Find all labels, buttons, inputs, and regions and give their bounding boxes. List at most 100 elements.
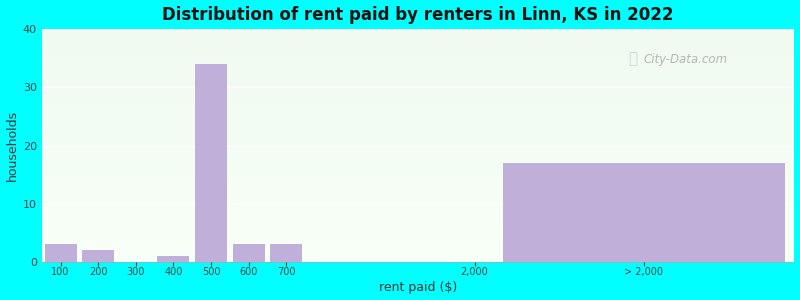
Bar: [42, 140, 794, 141]
Bar: [42, 176, 794, 177]
Bar: [42, 101, 794, 103]
Bar: [42, 111, 794, 112]
Bar: [42, 41, 794, 42]
Bar: [42, 194, 794, 196]
Bar: [42, 243, 794, 244]
Bar: [82, 250, 114, 262]
Bar: [195, 64, 227, 262]
Bar: [42, 158, 794, 159]
Bar: [42, 97, 794, 98]
Bar: [42, 39, 794, 40]
Bar: [42, 182, 794, 183]
Bar: [42, 177, 794, 178]
Bar: [42, 123, 794, 124]
Bar: [42, 115, 794, 116]
Bar: [42, 63, 794, 64]
Bar: [42, 55, 794, 56]
Bar: [42, 212, 794, 213]
Bar: [42, 124, 794, 126]
Bar: [42, 257, 794, 258]
Bar: [42, 200, 794, 201]
Bar: [42, 76, 794, 77]
Bar: [42, 98, 794, 99]
X-axis label: rent paid ($): rent paid ($): [379, 281, 458, 294]
Bar: [42, 187, 794, 188]
Bar: [42, 251, 794, 252]
Bar: [42, 134, 794, 135]
Bar: [42, 108, 794, 110]
Bar: [42, 242, 794, 243]
Bar: [42, 32, 794, 33]
Bar: [42, 256, 794, 257]
Bar: [42, 232, 794, 233]
Bar: [42, 155, 794, 156]
Bar: [42, 201, 794, 202]
Bar: [42, 121, 794, 122]
Bar: [42, 244, 794, 245]
Bar: [42, 230, 794, 232]
Bar: [42, 30, 794, 31]
Bar: [42, 261, 794, 262]
Bar: [42, 168, 794, 169]
Bar: [42, 211, 794, 212]
Bar: [42, 213, 794, 214]
Bar: [42, 46, 794, 47]
Title: Distribution of rent paid by renters in Linn, KS in 2022: Distribution of rent paid by renters in …: [162, 6, 674, 24]
Bar: [42, 75, 794, 76]
Bar: [42, 88, 794, 90]
Bar: [42, 127, 794, 128]
Text: City-Data.com: City-Data.com: [644, 53, 728, 66]
Bar: [42, 165, 794, 166]
Bar: [42, 185, 794, 186]
Bar: [42, 83, 794, 84]
Bar: [42, 126, 794, 127]
Bar: [42, 222, 794, 224]
Bar: [42, 128, 794, 129]
Bar: [42, 79, 794, 80]
Bar: [42, 151, 794, 152]
Bar: [42, 42, 794, 43]
Bar: [42, 56, 794, 57]
Bar: [42, 116, 794, 118]
Bar: [42, 74, 794, 75]
Bar: [42, 252, 794, 253]
Bar: [42, 130, 794, 132]
Bar: [42, 33, 794, 34]
Bar: [42, 143, 794, 144]
Bar: [42, 221, 794, 222]
Bar: [42, 141, 794, 142]
Bar: [42, 147, 794, 148]
Bar: [42, 236, 794, 237]
Bar: [42, 172, 794, 173]
Bar: [42, 226, 794, 227]
Bar: [42, 132, 794, 133]
Bar: [42, 142, 794, 143]
Bar: [42, 191, 794, 192]
Bar: [42, 136, 794, 137]
Bar: [42, 68, 794, 69]
Bar: [42, 180, 794, 181]
Bar: [42, 92, 794, 93]
Bar: [42, 238, 794, 240]
Bar: [42, 77, 794, 78]
Bar: [45, 244, 77, 262]
Bar: [42, 255, 794, 256]
Bar: [42, 70, 794, 71]
Bar: [42, 152, 794, 154]
Bar: [42, 94, 794, 95]
Bar: [42, 198, 794, 199]
Bar: [42, 258, 794, 260]
Bar: [42, 229, 794, 230]
Bar: [42, 204, 794, 205]
Bar: [42, 190, 794, 191]
Bar: [42, 99, 794, 100]
Bar: [42, 122, 794, 123]
Bar: [42, 82, 794, 83]
Bar: [42, 171, 794, 172]
Bar: [42, 167, 794, 168]
Bar: [42, 71, 794, 72]
Bar: [42, 84, 794, 85]
Bar: [42, 207, 794, 208]
Bar: [42, 49, 794, 50]
Bar: [42, 241, 794, 242]
